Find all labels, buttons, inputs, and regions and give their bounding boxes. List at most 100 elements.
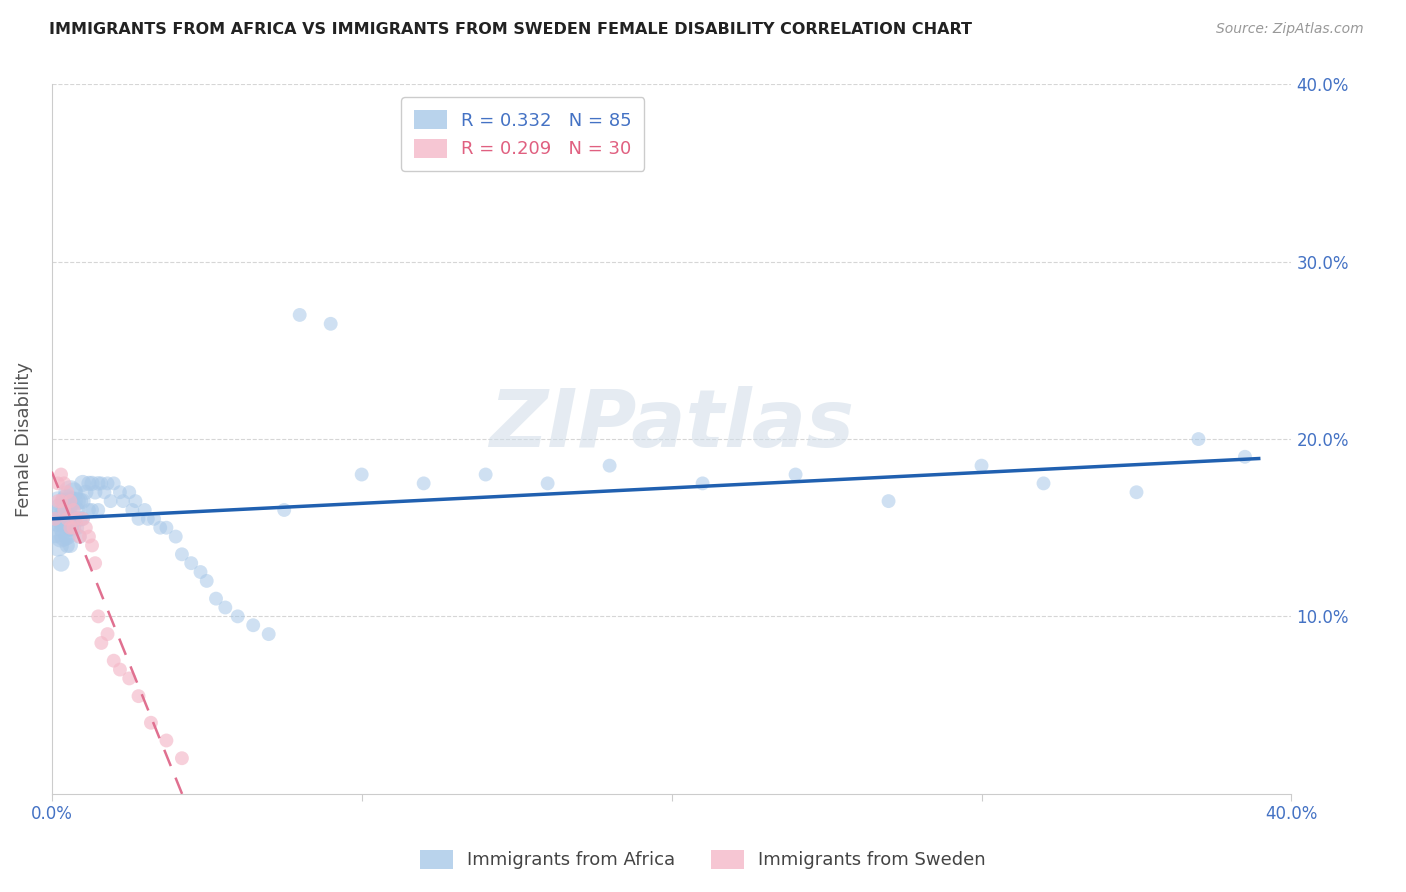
Point (53, 476, 76, 491)
Point (108, 485, 131, 500)
Point (59, 494, 82, 508)
Point (77, 503, 100, 517)
Point (44, 512, 66, 526)
Point (75, 521, 97, 535)
Point (118, 672, 141, 686)
Point (84, 485, 107, 500)
Point (205, 591, 228, 606)
Point (96, 627, 118, 641)
Point (59, 521, 82, 535)
Text: Source: ZipAtlas.com: Source: ZipAtlas.com (1216, 22, 1364, 37)
Text: ZIPatlas: ZIPatlas (489, 386, 853, 464)
Point (46, 494, 69, 508)
Point (785, 467, 807, 482)
Point (53, 530, 76, 544)
Point (350, 467, 373, 482)
Point (77, 476, 100, 491)
Point (536, 476, 558, 491)
Point (103, 476, 125, 491)
Point (93, 485, 115, 500)
Point (59, 538, 82, 552)
Point (46, 512, 69, 526)
Point (288, 308, 311, 322)
Point (412, 476, 434, 491)
Point (65, 521, 87, 535)
Point (59, 494, 82, 508)
Text: IMMIGRANTS FROM AFRICA VS IMMIGRANTS FROM SWEDEN FEMALE DISABILITY CORRELATION C: IMMIGRANTS FROM AFRICA VS IMMIGRANTS FRO… (49, 22, 972, 37)
Point (124, 494, 146, 508)
Point (75, 485, 97, 500)
Point (87, 503, 110, 517)
Point (53, 512, 76, 526)
Point (100, 494, 122, 508)
Point (72, 512, 94, 526)
Point (599, 458, 621, 473)
Point (56, 530, 79, 544)
Point (214, 600, 236, 615)
Point (170, 547, 193, 561)
Point (149, 521, 172, 535)
Point (170, 751, 193, 765)
Point (46, 538, 69, 552)
Point (59, 521, 82, 535)
Point (165, 530, 187, 544)
Point (108, 663, 131, 677)
Point (257, 627, 280, 641)
Point (139, 715, 162, 730)
Point (121, 503, 143, 517)
Point (155, 733, 177, 747)
Point (72, 476, 94, 491)
Point (90, 636, 112, 650)
Point (128, 689, 150, 703)
Legend: Immigrants from Africa, Immigrants from Sweden: Immigrants from Africa, Immigrants from … (411, 840, 995, 879)
Legend: R = 0.332   N = 85, R = 0.209   N = 30: R = 0.332 N = 85, R = 0.209 N = 30 (402, 97, 644, 171)
Point (62, 512, 84, 526)
Point (56, 485, 79, 500)
Point (319, 317, 342, 331)
Point (190, 565, 212, 579)
Point (84, 556, 107, 570)
Point (1032, 476, 1054, 491)
Point (56, 512, 79, 526)
Point (59, 512, 82, 526)
Point (242, 618, 264, 632)
Point (970, 458, 993, 473)
Point (692, 476, 714, 491)
Point (155, 521, 177, 535)
Point (49, 494, 72, 508)
Point (134, 503, 156, 517)
Point (96, 476, 118, 491)
Point (1187, 432, 1209, 446)
Point (62, 521, 84, 535)
Point (226, 609, 249, 624)
Point (80, 476, 103, 491)
Point (49, 512, 72, 526)
Point (65, 494, 87, 508)
Point (90, 476, 112, 491)
Point (62, 494, 84, 508)
Y-axis label: Female Disability: Female Disability (15, 361, 32, 516)
Point (53, 494, 76, 508)
Point (49, 556, 72, 570)
Point (72, 494, 94, 508)
Point (180, 556, 202, 570)
Point (62, 521, 84, 535)
Point (69, 530, 91, 544)
Point (56, 512, 79, 526)
Point (62, 503, 84, 517)
Point (72, 512, 94, 526)
Point (69, 530, 91, 544)
Point (1233, 450, 1256, 464)
Point (80, 538, 103, 552)
Point (49, 530, 72, 544)
Point (53, 503, 76, 517)
Point (1125, 485, 1147, 500)
Point (59, 485, 82, 500)
Point (49, 503, 72, 517)
Point (77, 530, 100, 544)
Point (65, 512, 87, 526)
Point (128, 512, 150, 526)
Point (65, 503, 87, 517)
Point (56, 494, 79, 508)
Point (56, 503, 79, 517)
